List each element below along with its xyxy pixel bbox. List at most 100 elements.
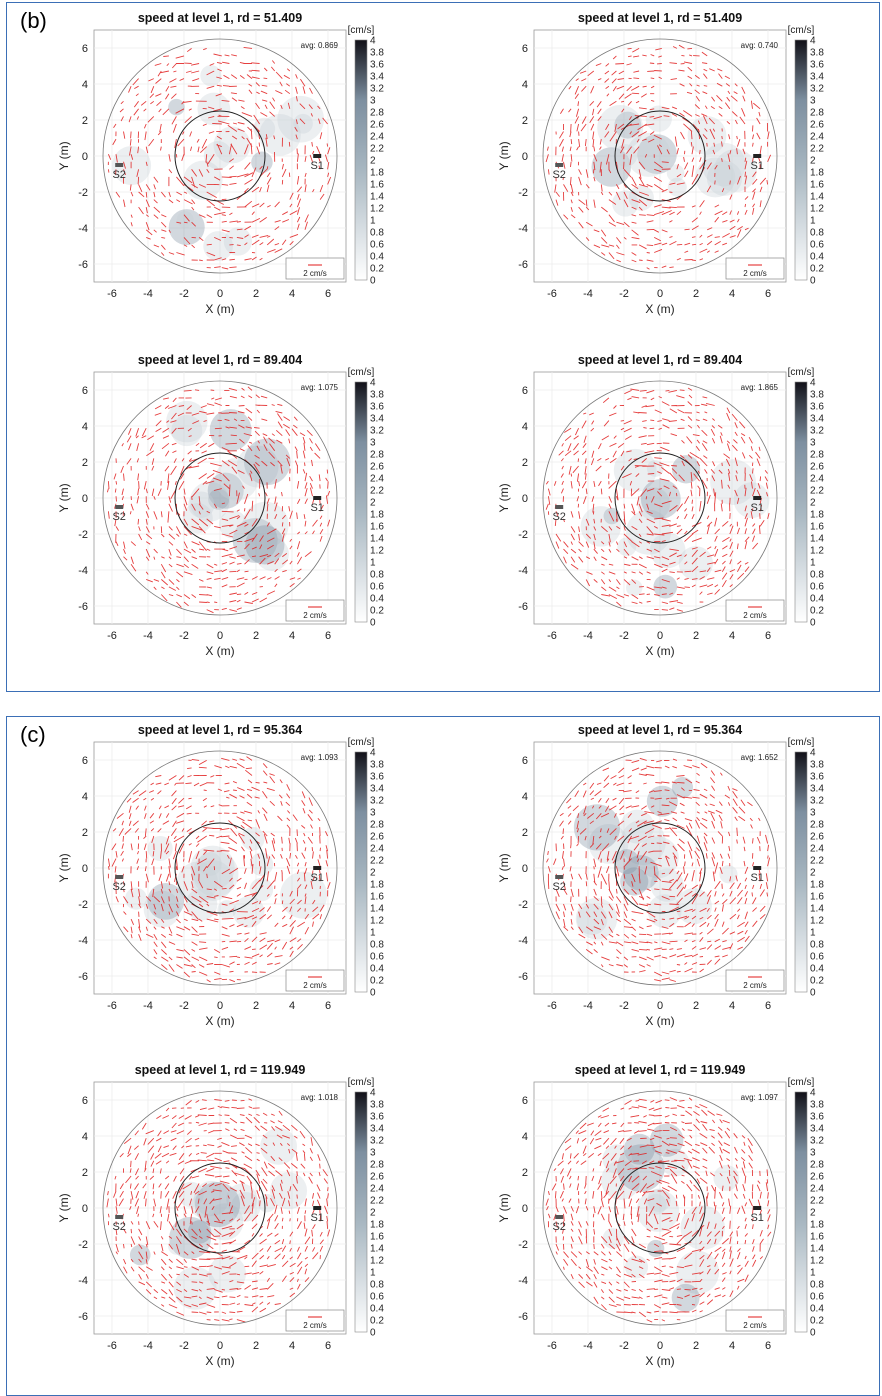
speed-patch [230,1192,261,1222]
speed-patch [124,887,148,910]
colorbar-unit: [cm/s] [788,25,815,36]
speed-patch [208,488,230,510]
speed-patch [636,1189,680,1232]
colorbar-tick-label: 0.4 [370,964,384,975]
speed-patch [624,1255,649,1279]
colorbar-tick-label: 4 [370,1088,376,1099]
y-axis-label: Y (m) [57,853,71,882]
speed-patch [675,1250,720,1294]
speed-patch [176,861,218,903]
reference-vector-label: 2 cm/s [743,269,767,278]
speed-patch [206,1203,244,1241]
station-s1-marker [313,154,322,158]
vector-arrows [545,1097,772,1323]
speed-patch [647,1239,665,1258]
x-tick-label: -2 [179,1000,189,1012]
colorbar-tick-label: 1.8 [810,168,824,179]
y-tick-label: -2 [78,529,88,541]
colorbar-tick-label: 1.8 [810,1220,824,1231]
vector-arrows [107,46,332,270]
colorbar-tick-label: 2.8 [810,1160,824,1171]
colorbar-tick-label: 2 [370,1208,376,1219]
speed-patch [293,113,313,134]
station-s2-label: S2 [112,1221,125,1233]
colorbar-tick-label: 1 [810,928,816,939]
speed-patch [168,209,205,246]
y-axis-label: Y (m) [57,1193,71,1222]
colorbar-tick-label: 2.4 [370,1184,384,1195]
colorbar-tick-label: 0.8 [810,940,824,951]
velocity-vectors [106,1098,331,1323]
colorbar-tick-label: 3.2 [370,84,384,95]
colorbar-unit: [cm/s] [788,1077,815,1088]
colorbar-tick-label: 2.4 [810,132,824,143]
colorbar-tick-label: 0.4 [370,594,384,605]
colorbar-tick-label: 3.4 [810,784,824,795]
speed-patch [620,819,666,866]
plot-title: speed at level 1, rd = 119.949 [135,1063,306,1077]
colorbar-tick-label: 1 [370,216,376,227]
y-tick-label: -6 [518,1311,528,1323]
colorbar-tick-label: 1.4 [810,1244,824,1255]
station-s2-marker [555,1215,564,1219]
y-tick-label: -4 [78,223,88,235]
colorbar-tick-label: 3.6 [810,772,824,783]
colorbar-tick-label: 1.8 [810,880,824,891]
speed-patch [232,518,278,563]
colorbar-tick-label: 2.6 [370,462,384,473]
colorbar-tick-label: 1.6 [370,1232,384,1243]
y-tick-label: -4 [78,935,88,947]
reference-vector-label: 2 cm/s [303,269,327,278]
y-tick-label: 4 [82,421,88,433]
colorbar-tick-label: 0.8 [370,940,384,951]
speed-patch [223,227,253,256]
y-tick-label: -6 [518,259,528,271]
speed-patch [203,231,234,261]
outer-circle [542,380,778,616]
plot-title: speed at level 1, rd = 95.364 [578,723,742,737]
colorbar-tick-label: 4 [810,1088,816,1099]
colorbar-tick-label: 0 [810,1328,816,1339]
inner-circle [174,452,266,544]
vector-arrows [107,756,331,983]
speed-patch [667,177,687,197]
colorbar-unit: [cm/s] [788,737,815,748]
station-s1-marker [313,1206,322,1210]
colorbar-tick-label: 2.6 [370,832,384,843]
speed-patch [701,142,746,187]
speed-patch [168,98,185,116]
y-tick-label: 0 [522,151,528,163]
speed-patch [245,525,285,565]
speed-patch [217,900,237,920]
x-tick-label: -2 [179,1340,189,1352]
colorbar-tick-label: 1.6 [810,522,824,533]
colorbar-tick-label: 0 [370,1328,376,1339]
colorbar-tick-label: 3 [810,808,816,819]
colorbar-tick-label: 0.6 [810,1292,824,1303]
inner-circle [614,1162,706,1254]
colorbar-tick-label: 1.2 [810,916,824,927]
colorbar-tick-label: 1 [810,216,816,227]
inner-circle [174,822,266,914]
speed-patch [185,888,218,921]
colorbar-tick-label: 1.8 [370,1220,384,1231]
inner-circle [614,110,706,202]
y-tick-label: 0 [82,493,88,505]
station-s1-marker [313,866,322,870]
colorbar-tick-label: 1.6 [810,180,824,191]
y-tick-label: 4 [82,791,88,803]
vector-arrows [545,387,770,612]
avg-label: avg: 0.869 [301,41,339,50]
colorbar-tick-label: 3.8 [370,760,384,771]
velocity-vectors [545,1097,772,1323]
x-tick-label: 6 [765,1340,771,1352]
colorbar-tick-label: 1 [370,558,376,569]
x-tick-label: 4 [729,288,735,300]
y-tick-label: 4 [522,421,528,433]
colorbar-tick-label: 2 [370,498,376,509]
colorbar-tick-label: 0.2 [370,1316,384,1327]
colorbar-tick-label: 3.2 [370,1136,384,1147]
speed-patch [637,487,671,521]
outer-circle [542,1090,778,1326]
x-tick-label: -4 [143,630,153,642]
